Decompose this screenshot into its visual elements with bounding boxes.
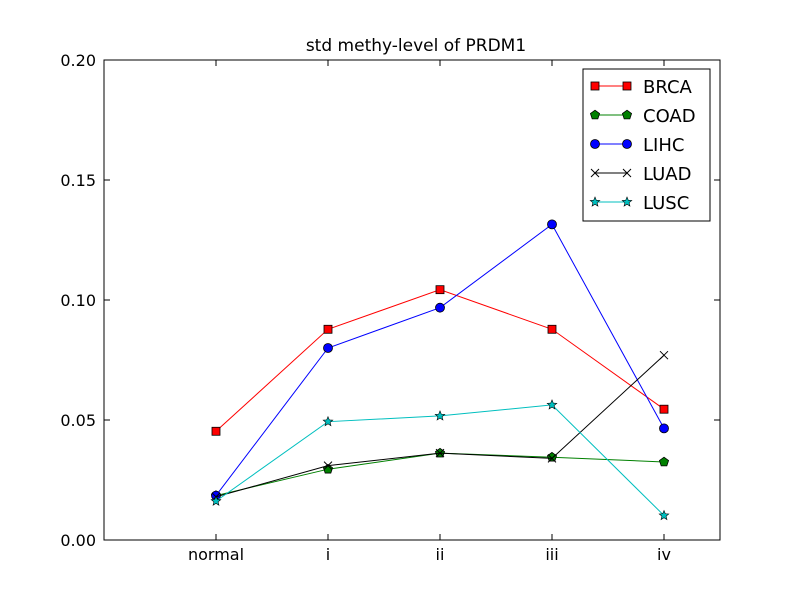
y-tick-label: 0.05	[60, 411, 96, 430]
legend-marker-luad	[590, 168, 600, 178]
legend-label-luad: LUAD	[643, 164, 691, 185]
data-point-coad	[658, 456, 670, 467]
data-point-lusc	[546, 399, 558, 410]
data-point-lihc	[323, 343, 333, 353]
data-point-luad	[659, 350, 669, 360]
chart-title: std methy-level of PRDM1	[306, 36, 526, 56]
plot-frame	[103, 59, 721, 541]
y-tick-label: 0.10	[60, 291, 96, 310]
series-line-coad	[215, 452, 665, 497]
data-point-lihc	[435, 302, 445, 313]
legend-marker-brca	[590, 81, 600, 91]
legend-marker-coad	[621, 109, 633, 120]
x-marker-stroke	[435, 448, 445, 458]
legend-marker-lusc	[621, 196, 633, 207]
legend-marker-lusc	[589, 196, 601, 207]
legend: BRCA COAD LIHC LUAD LUSC	[582, 68, 711, 222]
legend-box	[582, 68, 711, 222]
legend-marker-lihc	[590, 139, 600, 149]
data-point-lusc	[434, 410, 446, 421]
data-point-coad	[546, 451, 558, 462]
series-line-luad	[215, 354, 665, 498]
data-point-brca	[659, 404, 669, 414]
x-tick-label: ii	[436, 545, 445, 564]
y-tick-label: 0.00	[60, 531, 96, 550]
data-point-lusc	[210, 495, 222, 506]
x-marker-stroke	[622, 168, 632, 178]
data-point-brca	[323, 324, 333, 334]
data-point-lusc	[322, 415, 334, 427]
data-point-luad	[547, 454, 557, 463]
legend-marker-lihc	[622, 139, 632, 149]
data-point-brca	[547, 324, 557, 334]
legend-label-brca: BRCA	[643, 77, 693, 98]
x-marker-stroke	[590, 168, 600, 178]
data-point-lihc	[547, 219, 557, 230]
x-tick-label: iv	[657, 545, 671, 564]
legend-marker-brca	[622, 81, 632, 91]
data-point-luad	[323, 461, 333, 470]
legend-label-lusc: LUSC	[643, 193, 689, 214]
data-point-lihc	[659, 423, 669, 434]
x-tick-label: i	[326, 545, 330, 564]
data-point-lusc	[658, 509, 670, 521]
data-point-brca	[435, 285, 445, 295]
x-marker-stroke	[659, 350, 669, 360]
y-tick-label: 0.20	[60, 51, 96, 70]
series-line-lusc	[215, 404, 665, 516]
legend-marker-coad	[589, 109, 601, 120]
legend-label-lihc: LIHC	[643, 135, 684, 156]
y-tick-label: 0.15	[60, 171, 96, 190]
x-tick-label: iii	[545, 545, 558, 564]
data-point-luad	[435, 448, 445, 458]
x-marker-stroke	[547, 454, 557, 463]
data-point-brca	[211, 426, 221, 436]
legend-marker-luad	[622, 168, 632, 178]
x-marker-stroke	[323, 461, 333, 470]
x-tick-label: normal	[188, 545, 244, 564]
legend-label-coad: COAD	[643, 106, 696, 127]
